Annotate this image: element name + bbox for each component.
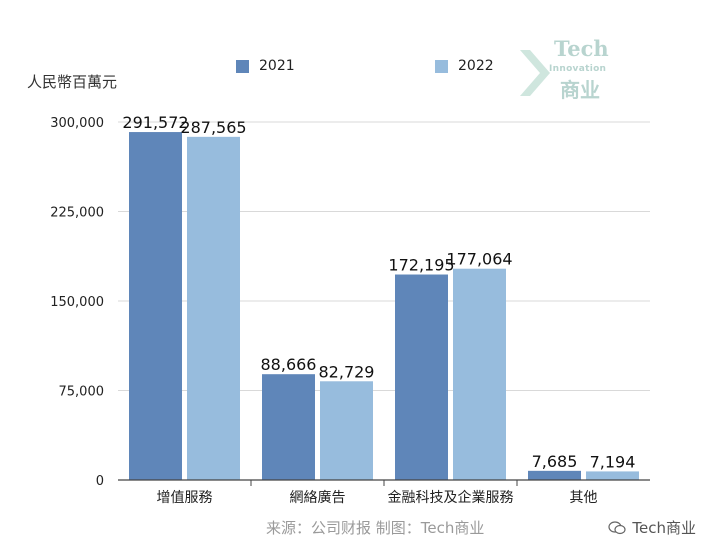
bar-2021-2 <box>395 274 448 480</box>
wechat-icon <box>608 520 626 534</box>
bar-2021-0 <box>129 132 182 480</box>
legend-label-2021: 2021 <box>259 58 295 74</box>
legend-swatch-2022 <box>435 59 448 73</box>
legend-swatch-2021 <box>236 59 249 73</box>
x-category-label: 網絡廣告 <box>290 489 346 506</box>
watermark-tech: Tech <box>554 36 609 61</box>
bar-2021-3 <box>528 470 581 480</box>
bar-value-label: 172,195 <box>388 256 454 275</box>
bar-2022-3 <box>586 471 639 480</box>
wechat-account: Tech商业 <box>608 517 696 538</box>
watermark-cn: 商业 <box>560 78 600 102</box>
bar-value-label: 287,565 <box>180 118 246 137</box>
bar-value-label: 7,685 <box>532 452 578 471</box>
bar-2021-1 <box>262 374 315 480</box>
y-tick-label: 225,000 <box>50 206 104 221</box>
y-axis-unit-label: 人民幣百萬元 <box>27 73 118 91</box>
x-category-label: 其他 <box>570 490 598 506</box>
x-category-label: 增值服務 <box>157 490 213 506</box>
legend-item-2021: 2021 <box>236 58 295 74</box>
watermark-innovation: Innovation <box>549 64 607 74</box>
bar-2022-2 <box>453 268 506 480</box>
legend-label-2022: 2022 <box>458 58 494 74</box>
bar-value-label: 7,194 <box>590 452 636 471</box>
source-caption: 来源：公司财报 制图：Tech商业 <box>266 519 485 537</box>
x-axis-ticks: 增值服務 網絡廣告 金融科技及企業服務 其他 <box>157 480 598 506</box>
y-tick-label: 0 <box>96 474 104 489</box>
bar-value-label: 177,064 <box>446 250 512 269</box>
bars <box>129 132 639 480</box>
y-tick-label: 300,000 <box>50 116 104 131</box>
wechat-account-name: Tech商业 <box>632 519 696 537</box>
x-category-label: 金融科技及企業服務 <box>388 489 514 506</box>
legend-item-2022: 2022 <box>435 58 494 74</box>
y-tick-label: 75,000 <box>59 385 105 400</box>
y-tick-label: 150,000 <box>50 295 104 310</box>
tech-innovation-watermark-logo: Tech Innovation 商业 <box>518 36 628 102</box>
y-axis-ticks: 0 75,000 150,000 225,000 300,000 <box>50 116 104 489</box>
bar-value-label: 82,729 <box>319 362 375 381</box>
bar-2022-1 <box>320 381 373 480</box>
arrow-icon <box>520 50 550 96</box>
bar-value-label: 291,572 <box>122 113 188 132</box>
bar-2022-0 <box>187 136 240 480</box>
bar-value-label: 88,666 <box>261 355 317 374</box>
